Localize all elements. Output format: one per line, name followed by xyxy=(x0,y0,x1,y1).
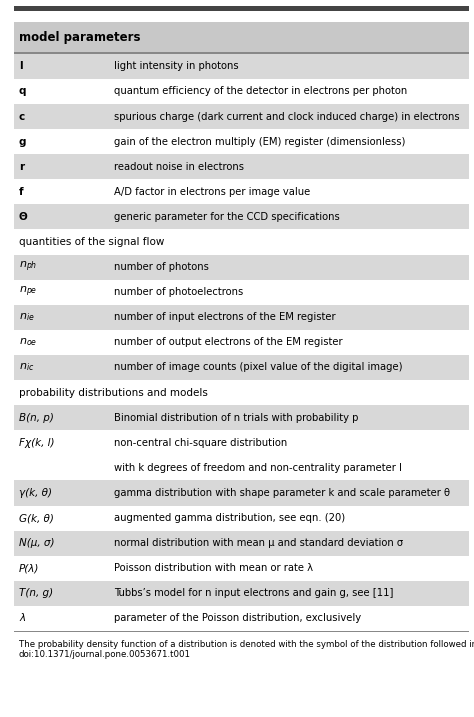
Text: number of output electrons of the EM register: number of output electrons of the EM reg… xyxy=(114,338,342,348)
Bar xyxy=(14,380,469,405)
Text: number of photoelectrons: number of photoelectrons xyxy=(114,288,243,298)
Bar xyxy=(14,79,469,104)
Text: r: r xyxy=(19,162,24,172)
Bar xyxy=(14,204,469,229)
Text: Poisson distribution with mean or rate λ: Poisson distribution with mean or rate λ xyxy=(114,564,313,573)
Text: parameter of the Poisson distribution, exclusively: parameter of the Poisson distribution, e… xyxy=(114,614,361,623)
Bar xyxy=(14,505,469,531)
Text: T(n, g): T(n, g) xyxy=(19,589,53,598)
Text: $\mathit{n}_{ph}$: $\mathit{n}_{ph}$ xyxy=(19,260,37,275)
Text: Fχ(k, l): Fχ(k, l) xyxy=(19,438,55,448)
Text: g: g xyxy=(19,137,27,147)
Text: normal distribution with mean μ and standard deviation σ: normal distribution with mean μ and stan… xyxy=(114,538,403,548)
Text: B(n, p): B(n, p) xyxy=(19,413,54,423)
Text: number of photons: number of photons xyxy=(114,262,209,272)
Text: $\mathit{n}_{oe}$: $\mathit{n}_{oe}$ xyxy=(19,336,37,348)
Bar xyxy=(14,154,469,179)
Bar xyxy=(14,531,469,556)
Text: Binomial distribution of n trials with probability p: Binomial distribution of n trials with p… xyxy=(114,413,358,423)
Bar xyxy=(14,581,469,606)
Text: gain of the electron multiply (EM) register (dimensionless): gain of the electron multiply (EM) regis… xyxy=(114,137,405,147)
Text: The probability density function of a distribution is denoted with the symbol of: The probability density function of a di… xyxy=(19,640,474,659)
Text: augmented gamma distribution, see eqn. (20): augmented gamma distribution, see eqn. (… xyxy=(114,513,345,523)
Bar xyxy=(14,556,469,581)
Bar xyxy=(14,305,469,330)
Bar xyxy=(14,229,469,255)
Bar xyxy=(14,480,469,505)
Bar xyxy=(14,179,469,204)
Text: readout noise in electrons: readout noise in electrons xyxy=(114,162,244,172)
Text: λ: λ xyxy=(19,614,25,623)
Text: P(λ): P(λ) xyxy=(19,564,39,573)
Bar xyxy=(14,606,469,631)
Bar xyxy=(14,355,469,380)
Text: number of input electrons of the EM register: number of input electrons of the EM regi… xyxy=(114,313,336,323)
Bar xyxy=(14,430,469,455)
Text: Tubbs’s model for n input electrons and gain g, see [11]: Tubbs’s model for n input electrons and … xyxy=(114,589,393,598)
Bar xyxy=(14,54,469,79)
Text: model parameters: model parameters xyxy=(19,31,140,44)
Text: probability distributions and models: probability distributions and models xyxy=(19,388,208,398)
Bar xyxy=(14,6,469,11)
Text: q: q xyxy=(19,87,27,97)
Bar xyxy=(14,405,469,430)
Text: number of image counts (pixel value of the digital image): number of image counts (pixel value of t… xyxy=(114,363,402,373)
Text: G(k, θ): G(k, θ) xyxy=(19,513,54,523)
Text: Θ: Θ xyxy=(19,212,27,222)
Bar xyxy=(14,104,469,129)
Text: A/D factor in electrons per image value: A/D factor in electrons per image value xyxy=(114,187,310,197)
Text: with k degrees of freedom and non-centrality parameter l: with k degrees of freedom and non-centra… xyxy=(114,463,401,473)
Text: spurious charge (dark current and clock induced charge) in electrons: spurious charge (dark current and clock … xyxy=(114,112,459,122)
Text: light intensity in photons: light intensity in photons xyxy=(114,62,238,72)
Bar xyxy=(14,255,469,280)
Text: $\mathit{n}_{ie}$: $\mathit{n}_{ie}$ xyxy=(19,311,35,323)
Bar xyxy=(14,129,469,154)
Text: generic parameter for the CCD specifications: generic parameter for the CCD specificat… xyxy=(114,212,339,222)
Text: c: c xyxy=(19,112,25,122)
Bar xyxy=(14,330,469,355)
Text: quantities of the signal flow: quantities of the signal flow xyxy=(19,237,164,247)
Text: $\mathit{n}_{ic}$: $\mathit{n}_{ic}$ xyxy=(19,361,34,374)
Text: quantum efficiency of the detector in electrons per photon: quantum efficiency of the detector in el… xyxy=(114,87,407,97)
Text: l: l xyxy=(19,62,23,72)
Text: gamma distribution with shape parameter k and scale parameter θ: gamma distribution with shape parameter … xyxy=(114,488,450,498)
Text: non-central chi-square distribution: non-central chi-square distribution xyxy=(114,438,287,448)
Bar xyxy=(14,280,469,305)
Text: γ(k, θ): γ(k, θ) xyxy=(19,488,52,498)
Bar xyxy=(14,631,469,632)
Bar xyxy=(14,22,469,54)
Bar xyxy=(14,52,469,54)
Text: $\mathit{n}_{pe}$: $\mathit{n}_{pe}$ xyxy=(19,285,37,300)
Text: N(μ, σ): N(μ, σ) xyxy=(19,538,55,548)
Text: f: f xyxy=(19,187,24,197)
Bar xyxy=(14,455,469,480)
